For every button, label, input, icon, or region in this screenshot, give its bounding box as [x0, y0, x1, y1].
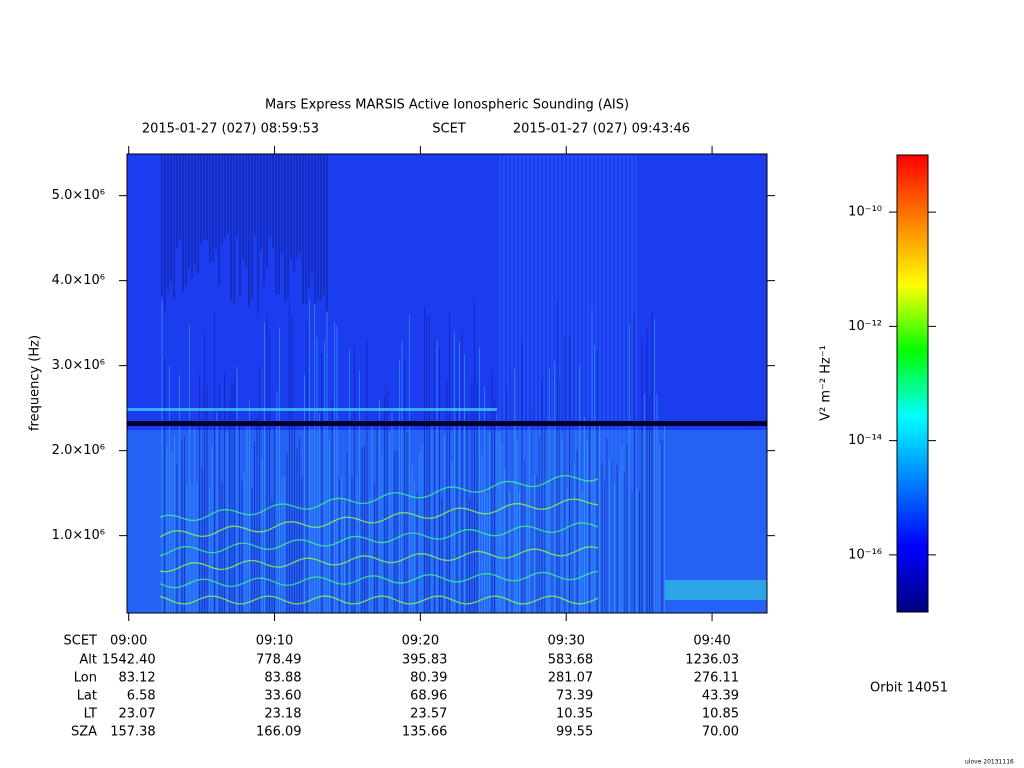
spectrogram-trace	[159, 522, 599, 557]
ephemeris-value: 10.35	[556, 707, 593, 722]
end-time: 2015-01-27 (027) 09:43:46	[513, 122, 690, 137]
spectrogram-trace	[159, 546, 599, 573]
ephemeris-label: Lon	[74, 671, 97, 686]
x-tick-label: 09:30	[547, 634, 584, 649]
ephemeris-value: 80.39	[410, 671, 447, 686]
orbit-label: Orbit 14051	[870, 681, 948, 696]
spectrogram	[127, 154, 767, 613]
ephemeris-value: 6.58	[127, 689, 156, 704]
ephemeris-label: Alt	[79, 653, 97, 668]
ephemeris-value: 157.38	[110, 725, 156, 740]
spectrogram-trace	[159, 595, 599, 605]
ephemeris-value: 1236.03	[685, 653, 739, 668]
spectrogram-trace	[159, 475, 599, 522]
ephemeris-value: 99.55	[556, 725, 593, 740]
colorbar-tick-label: 10⁻¹⁶	[848, 547, 882, 562]
ephemeris-value: 281.07	[548, 671, 594, 686]
ephemeris-label: LT	[84, 707, 97, 722]
ephemeris-value: 583.68	[548, 653, 594, 668]
ephemeris-value: 70.00	[702, 725, 739, 740]
ephemeris-value: 68.96	[410, 689, 447, 704]
ephemeris-value: 73.39	[556, 689, 593, 704]
start-time: 2015-01-27 (027) 08:59:53	[142, 122, 319, 137]
ephemeris-value: 23.18	[264, 707, 301, 722]
ephemeris-value: 166.09	[256, 725, 302, 740]
ephemeris-value: 395.83	[402, 653, 448, 668]
ephemeris-value: 778.49	[256, 653, 302, 668]
ephemeris-value: 83.12	[118, 671, 155, 686]
ephemeris-value: 43.39	[702, 689, 739, 704]
spectrogram-dark-line	[127, 421, 767, 426]
spectrogram-lower	[665, 580, 767, 600]
y-tick-label: 3.0×10⁶	[52, 358, 105, 373]
x-tick-label: 09:00	[110, 634, 147, 649]
y-tick-label: 2.0×10⁶	[52, 443, 105, 458]
colorbar-tick-label: 10⁻¹⁴	[848, 433, 882, 448]
ephemeris-time-label: SCET	[64, 634, 98, 649]
ephemeris-value: 10.85	[702, 707, 739, 722]
ephemeris-value: 23.07	[118, 707, 155, 722]
footer: ulove 20131116	[965, 759, 1014, 766]
spectrogram-trace	[159, 498, 599, 538]
x-tick-label: 09:10	[256, 634, 293, 649]
colorbar-label: V² m⁻² Hz⁻¹	[819, 345, 834, 421]
colorbar-tick-label: 10⁻¹⁰	[848, 205, 882, 220]
y-axis-label: frequency (Hz)	[28, 335, 43, 431]
colorbar-tick-label: 10⁻¹²	[848, 319, 882, 334]
y-tick-label: 5.0×10⁶	[52, 188, 105, 203]
spectrogram-trace	[159, 570, 599, 589]
x-tick-label: 09:40	[693, 634, 730, 649]
y-tick-label: 1.0×10⁶	[52, 528, 105, 543]
ephemeris-value: 33.60	[264, 689, 301, 704]
ephemeris-value: 1542.40	[102, 653, 156, 668]
plot-frame	[126, 153, 768, 614]
colorbar	[896, 154, 929, 613]
chart-title: Mars Express MARSIS Active Ionospheric S…	[265, 98, 629, 113]
x-tick-label: 09:20	[402, 634, 439, 649]
ephemeris-label: Lat	[77, 689, 97, 704]
ephemeris-value: 23.57	[410, 707, 447, 722]
time-system: SCET	[432, 122, 466, 137]
ephemeris-value: 83.88	[264, 671, 301, 686]
y-tick-label: 4.0×10⁶	[52, 273, 105, 288]
spectrogram-line	[127, 408, 497, 411]
ephemeris-label: SZA	[71, 725, 97, 740]
ephemeris-value: 135.66	[402, 725, 448, 740]
ephemeris-value: 276.11	[694, 671, 740, 686]
